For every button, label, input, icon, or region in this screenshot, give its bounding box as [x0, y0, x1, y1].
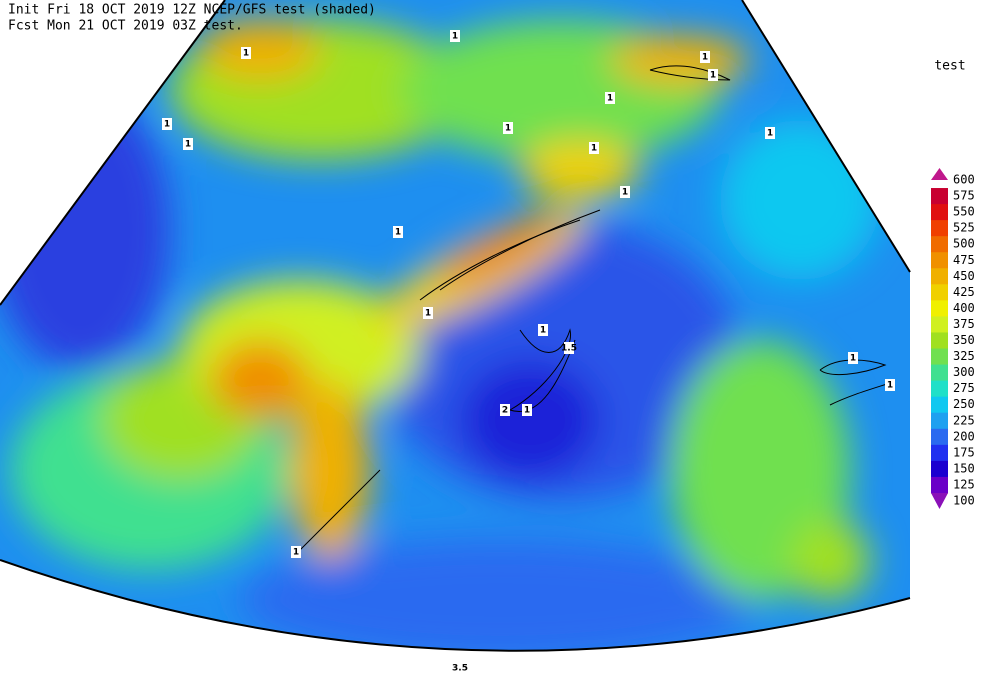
contour-label-box — [708, 69, 718, 81]
colorbar-tick-label: 500 — [953, 237, 975, 251]
colorbar: 600 575 550 525 500 475 450 425 400 375 350 325 300 2… — [931, 168, 975, 509]
contour-label: 1 — [395, 228, 401, 238]
colorbar-tick-label: 200 — [953, 429, 975, 443]
colorbar-tick-label: 250 — [953, 397, 975, 411]
contour-label-box — [620, 186, 630, 198]
contour-label-box — [885, 379, 895, 391]
colorbar-tick-label: 525 — [953, 221, 975, 235]
colorbar-tick-label: 450 — [953, 269, 975, 283]
contour-label-box — [393, 226, 403, 238]
colorbar-tick-label: 400 — [953, 301, 975, 315]
colorbar-arrow — [931, 492, 948, 509]
contour-label: 1 — [622, 188, 628, 198]
colorbar-swatch — [931, 364, 948, 382]
colorbar-tick-label: 575 — [953, 189, 975, 203]
contour-label-box — [564, 342, 574, 354]
contour-label-box — [765, 127, 775, 139]
contour-label: 1 — [767, 129, 773, 139]
contour-label: 1 — [607, 94, 613, 104]
contour-label-box — [241, 47, 251, 59]
contour-label: 1 — [591, 144, 597, 154]
colorbar-swatch — [931, 316, 948, 333]
colorbar-swatch — [931, 332, 948, 350]
shaded-field — [0, 0, 910, 651]
contour-label-box — [423, 307, 433, 319]
contour-label: 1 — [540, 326, 546, 336]
colorbar-swatch — [931, 444, 948, 462]
colorbar-swatch — [931, 460, 948, 478]
colorbar-swatch — [931, 268, 948, 285]
colorbar-swatch — [931, 412, 948, 430]
colorbar-tick-label: 600 — [953, 173, 975, 187]
contour-label: 2 — [502, 406, 508, 416]
colorbar-tick-label: 225 — [953, 413, 975, 427]
contour-label-box — [538, 324, 548, 336]
colorbar-tick-label: 375 — [953, 317, 975, 331]
colorbar-swatch — [931, 252, 948, 269]
colorbar-swatch — [931, 236, 948, 253]
contour-label: 1 — [243, 49, 249, 59]
colorbar-swatch — [931, 300, 948, 317]
colorbar-swatch — [931, 188, 948, 205]
contour-label-box — [291, 546, 301, 558]
contour-label: 1 — [185, 140, 191, 150]
colorbar-tick-label: 425 — [953, 285, 975, 299]
colorbar-tick-label: 475 — [953, 253, 975, 267]
contour-label-box — [605, 92, 615, 104]
colorbar-tick-label: 300 — [953, 365, 975, 379]
contour-label-box — [162, 118, 172, 130]
contour-label-box — [589, 142, 599, 154]
colorbar-swatch — [931, 476, 948, 494]
contour-label: 1 — [850, 354, 856, 364]
colorbar-tick-label: 550 — [953, 205, 975, 219]
colorbar-swatch — [931, 204, 948, 221]
colorbar-tick-label: 325 — [953, 349, 975, 363]
contour-label: 1 — [505, 124, 511, 134]
colorbar-swatch — [931, 428, 948, 446]
colorbar-tick-label: 275 — [953, 381, 975, 395]
colorbar-swatch — [931, 284, 948, 301]
colorbar-tick-label: 100 — [953, 494, 975, 508]
colorbar-tick-label: 175 — [953, 445, 975, 459]
header-line: Init Fri 18 OCT 2019 12Z NCEP/GFS test (… — [8, 3, 376, 18]
contour-label: 1 — [710, 71, 716, 81]
contours — [299, 65, 891, 551]
contour-label: 1 — [452, 32, 458, 42]
contour-label: 1 — [425, 309, 431, 319]
contour-label-box — [455, 662, 465, 674]
contour-label-box — [450, 30, 460, 42]
contour-label-box — [700, 51, 710, 63]
colorbar-tick-label: 150 — [953, 461, 975, 475]
contour-label-box — [522, 404, 532, 416]
contour-label-box — [183, 138, 193, 150]
colorbar-tick-label: 350 — [953, 333, 975, 347]
contour-label-box — [500, 404, 510, 416]
contour-label: 1 — [702, 53, 708, 63]
contour-label: 1 — [524, 406, 530, 416]
contour-label: 1 — [164, 120, 170, 130]
colorbar-swatch — [931, 348, 948, 366]
contour-label: 1 — [887, 381, 893, 391]
colorbar-swatch — [931, 220, 948, 237]
colorbar-swatch — [931, 380, 948, 398]
contour-label: 1 — [293, 548, 299, 558]
header-line: Fcst Mon 21 OCT 2019 03Z test. — [8, 19, 243, 34]
contour-label: 1.5 — [561, 344, 577, 354]
colorbar-arrow — [931, 168, 948, 180]
contour-label-box — [503, 122, 513, 134]
contour-label-box — [848, 352, 858, 364]
colorbar-swatch — [931, 396, 948, 414]
map-border — [0, 0, 911, 652]
colorbar-tick-label: 125 — [953, 477, 975, 491]
colorbar-title: test — [934, 59, 965, 74]
contour-label: 3.5 — [452, 664, 468, 674]
